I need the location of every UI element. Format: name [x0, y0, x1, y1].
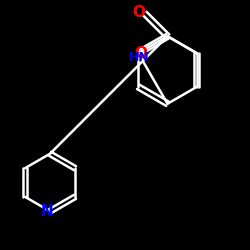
Text: O: O	[132, 5, 145, 20]
Text: HN: HN	[129, 51, 150, 64]
Text: O: O	[134, 46, 147, 60]
Text: N: N	[41, 204, 54, 219]
